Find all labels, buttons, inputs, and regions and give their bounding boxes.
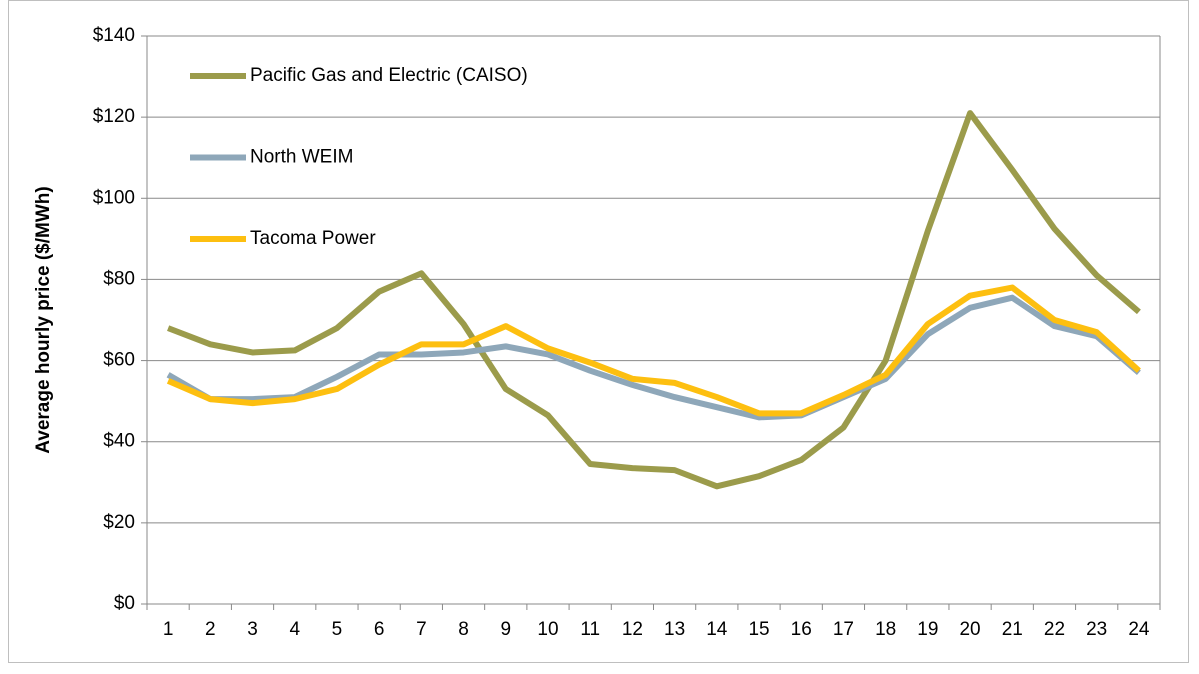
x-tick-label: 6: [374, 619, 385, 640]
x-tick-label: 15: [748, 619, 769, 640]
y-tick-label: $120: [93, 106, 135, 127]
x-tick-label: 4: [289, 619, 300, 640]
x-tick-label: 17: [833, 619, 854, 640]
y-tick-label: $100: [93, 187, 135, 208]
x-tick-label: 7: [416, 619, 427, 640]
y-tick-label: $140: [93, 25, 135, 46]
x-tick-label: 14: [706, 619, 728, 640]
legend-label: Pacific Gas and Electric (CAISO): [250, 65, 528, 86]
series-line: [166, 284, 1141, 417]
y-tick-label: $20: [103, 512, 135, 533]
x-tick-label: 21: [1002, 619, 1023, 640]
x-tick-label: 16: [791, 619, 812, 640]
y-tick-label: $60: [103, 350, 135, 371]
chart-border: [8, 0, 1189, 663]
x-tick-label: 8: [458, 619, 469, 640]
x-tick-label: 24: [1128, 619, 1150, 640]
x-tick-label: 19: [917, 619, 938, 640]
x-tick-label: 22: [1044, 619, 1065, 640]
legend-label: North WEIM: [250, 147, 353, 168]
x-tick-label: 9: [500, 619, 511, 640]
x-tick-label: 18: [875, 619, 896, 640]
legend-label: Tacoma Power: [250, 228, 376, 249]
x-tick-label: 13: [664, 619, 685, 640]
series-line: [166, 294, 1141, 421]
x-tick-label: 3: [247, 619, 258, 640]
x-tick-label: 1: [163, 619, 174, 640]
y-tick-label: $80: [103, 268, 135, 289]
y-tick-label: $40: [103, 431, 135, 452]
x-tick-label: 20: [959, 619, 980, 640]
x-tick-label: 5: [332, 619, 343, 640]
x-tick-label: 10: [537, 619, 558, 640]
y-tick-label: $0: [114, 593, 135, 614]
y-axis-label: Average hourly price ($/MWh): [33, 186, 54, 453]
x-tick-label: 2: [205, 619, 216, 640]
x-tick-label: 11: [580, 619, 600, 640]
series-line: [167, 110, 1141, 490]
x-tick-label: 12: [622, 619, 643, 640]
x-tick-label: 23: [1086, 619, 1107, 640]
